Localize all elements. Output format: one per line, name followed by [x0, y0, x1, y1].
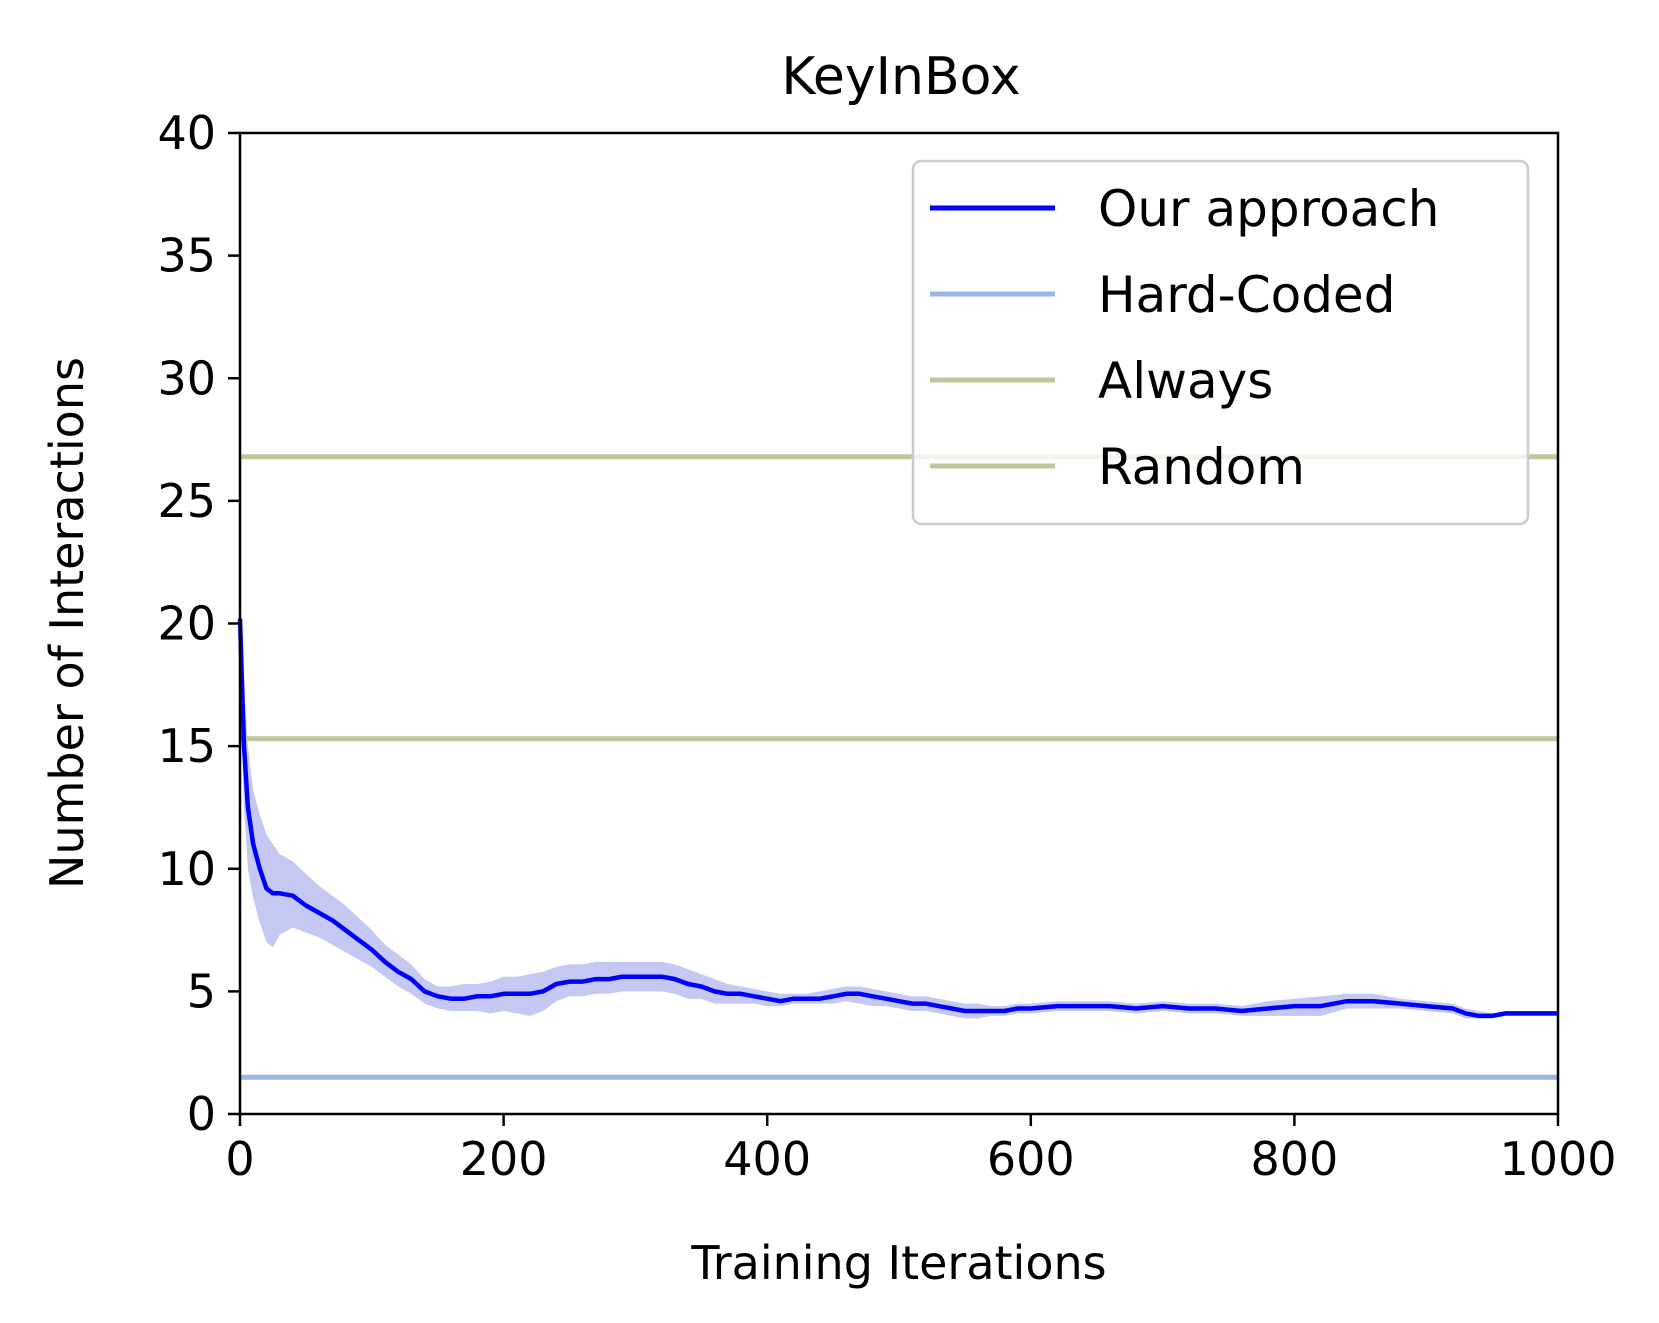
- x-tick-label: 400: [723, 1132, 811, 1186]
- y-tick-label: 35: [157, 229, 216, 283]
- chart-title: KeyInBox: [781, 47, 1020, 107]
- y-tick-label: 10: [157, 842, 216, 896]
- legend-box: [911, 159, 1530, 526]
- y-axis-label: Number of Interactions: [40, 357, 94, 889]
- x-tick-label: 0: [225, 1132, 254, 1186]
- y-tick-label: 20: [157, 597, 216, 651]
- x-axis-label: Training Iterations: [690, 1236, 1106, 1290]
- y-tick-label: 25: [157, 474, 216, 528]
- legend-label-random: Random: [1098, 438, 1305, 496]
- series-band-our-approach: [240, 613, 1558, 1019]
- legend-label-hard-coded: Hard-Coded: [1098, 266, 1395, 324]
- y-tick-label: 40: [157, 106, 216, 160]
- x-tick-label: 800: [1250, 1132, 1338, 1186]
- x-tick-label: 200: [460, 1132, 548, 1186]
- legend-label-our-approach: Our approach: [1098, 180, 1439, 238]
- y-tick-label: 15: [157, 719, 216, 773]
- legend: Our approach Hard-Coded Always Random: [911, 159, 1530, 526]
- x-tick-label: 1000: [1499, 1132, 1616, 1186]
- y-tick-label: 0: [187, 1087, 216, 1141]
- x-tick-label: 600: [987, 1132, 1075, 1186]
- y-axis-ticks: 0 5 10 15 20 25 30 35 40: [157, 106, 240, 1141]
- series-line-our-approach: [237, 618, 1558, 1019]
- x-axis-ticks: 0 200 400 600 800 1000: [225, 1114, 1617, 1186]
- y-tick-label: 5: [187, 964, 216, 1018]
- legend-label-always: Always: [1098, 352, 1273, 410]
- plot-area: [237, 454, 1558, 1080]
- y-tick-label: 30: [157, 351, 216, 405]
